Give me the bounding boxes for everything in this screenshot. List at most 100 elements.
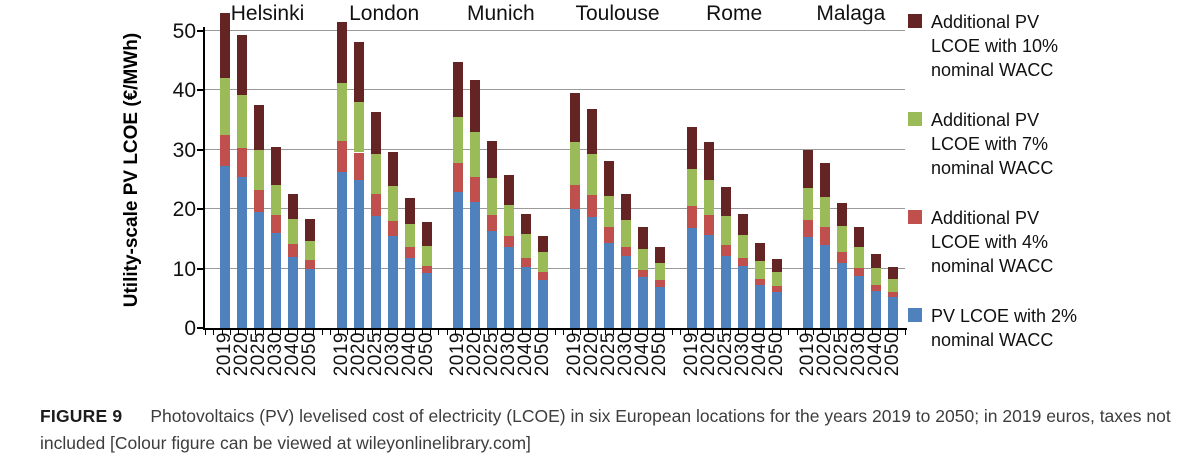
bar-segment [254, 211, 264, 328]
bar-segment [621, 256, 631, 328]
bar-segment [504, 235, 515, 247]
y-tick-label: 0 [184, 317, 196, 340]
x-tick-label-year: 2050 [299, 332, 320, 377]
caption-text: Photovoltaics (PV) levelised cost of ele… [40, 406, 1171, 453]
bar-segment [720, 256, 731, 328]
bar-segment [421, 265, 432, 274]
bar-segment [336, 21, 347, 84]
bar-segment [754, 242, 765, 261]
x-tick-mark [755, 330, 756, 335]
x-tick-mark [896, 330, 898, 335]
x-tick-mark [355, 330, 356, 335]
x-tick-mark [530, 330, 531, 335]
x-tick-mark [296, 330, 298, 335]
legend-label-line: Additional PV [931, 110, 1040, 130]
x-tick-mark [721, 330, 723, 335]
bar-segment [453, 116, 464, 164]
y-tick-mark [197, 89, 204, 91]
x-tick-mark [255, 330, 256, 335]
legend-label-line: nominal WACC [931, 256, 1054, 276]
x-tick-mark [405, 330, 406, 335]
bar-segment [504, 204, 515, 236]
x-tick-mark [363, 330, 365, 335]
x-tick-mark [705, 330, 706, 335]
x-tick-mark [305, 330, 306, 335]
bar-segment [871, 253, 882, 268]
y-tick-mark [197, 267, 204, 270]
x-tick-label-year: 2050 [765, 332, 787, 377]
bar-segment [271, 146, 281, 186]
bar-segment [655, 262, 665, 281]
x-tick-mark [805, 330, 806, 335]
x-tick-mark [630, 330, 631, 335]
y-axis-line [203, 27, 205, 330]
x-tick-mark [855, 330, 856, 335]
bar-segment [888, 297, 899, 328]
legend-label-line: nominal WACC [931, 60, 1054, 80]
bar-segment [521, 213, 532, 234]
x-tick-mark [621, 330, 623, 335]
bar-segment [737, 213, 748, 235]
x-tick-mark [588, 330, 590, 335]
x-tick-mark [696, 330, 698, 335]
bar-segment [655, 286, 665, 328]
x-tick-mark [605, 330, 606, 335]
x-tick-label-year: 2050 [882, 332, 904, 377]
x-tick-mark [221, 330, 223, 335]
x-tick-mark [321, 330, 323, 335]
bar-segment [604, 242, 614, 328]
bar-segment [638, 249, 648, 270]
bar-segment [587, 217, 597, 328]
x-tick-mark [771, 330, 773, 335]
bar-segment [288, 256, 298, 328]
bar-segment [421, 273, 432, 328]
bar-segment [538, 251, 549, 273]
bar-segment [421, 245, 432, 266]
x-tick-mark [863, 330, 865, 335]
bar-segment [820, 197, 831, 227]
x-tick-label-year: 2050 [415, 332, 437, 377]
bar-segment [871, 290, 882, 328]
x-axis-line [203, 328, 907, 330]
bar-segment [305, 218, 315, 242]
x-tick-mark [671, 330, 673, 335]
bar-segment [453, 62, 464, 117]
bar-segment [754, 284, 765, 328]
x-tick-mark [838, 330, 840, 335]
x-tick-mark [480, 330, 481, 335]
legend-label-line: PV LCOE with 2% [931, 306, 1078, 326]
bar-segment [521, 258, 532, 267]
bar-segment [703, 141, 714, 181]
bar-segment [604, 195, 614, 227]
bar-segment [305, 241, 315, 261]
bar-segment [888, 279, 899, 293]
bar-segment [288, 219, 298, 245]
gridline-50 [205, 29, 905, 31]
group-label-london: London [349, 2, 420, 25]
x-tick-mark [655, 330, 656, 335]
x-tick-mark [763, 330, 765, 335]
bar-segment [771, 272, 782, 287]
bar-segment [655, 280, 665, 287]
x-tick-mark [488, 330, 490, 335]
x-tick-mark [263, 330, 265, 335]
legend-swatch-wacc7 [908, 112, 922, 126]
bar-segment [470, 176, 481, 202]
bar-segment [521, 234, 532, 259]
bar-segment [254, 149, 264, 190]
x-tick-mark [780, 330, 781, 335]
y-tick-label: 40 [172, 79, 196, 102]
y-tick-label: 20 [172, 198, 196, 221]
group-label-rome: Rome [706, 2, 763, 25]
gridline-30 [205, 148, 905, 150]
x-tick-mark [513, 330, 515, 335]
x-tick-mark [846, 330, 848, 335]
bar-segment [305, 269, 315, 328]
x-tick-mark [271, 330, 273, 335]
x-tick-mark [830, 330, 831, 335]
bar-segment [288, 193, 298, 220]
x-tick-mark [746, 330, 748, 335]
x-tick-mark [796, 330, 798, 335]
x-tick-label-year: 2050 [649, 332, 670, 377]
